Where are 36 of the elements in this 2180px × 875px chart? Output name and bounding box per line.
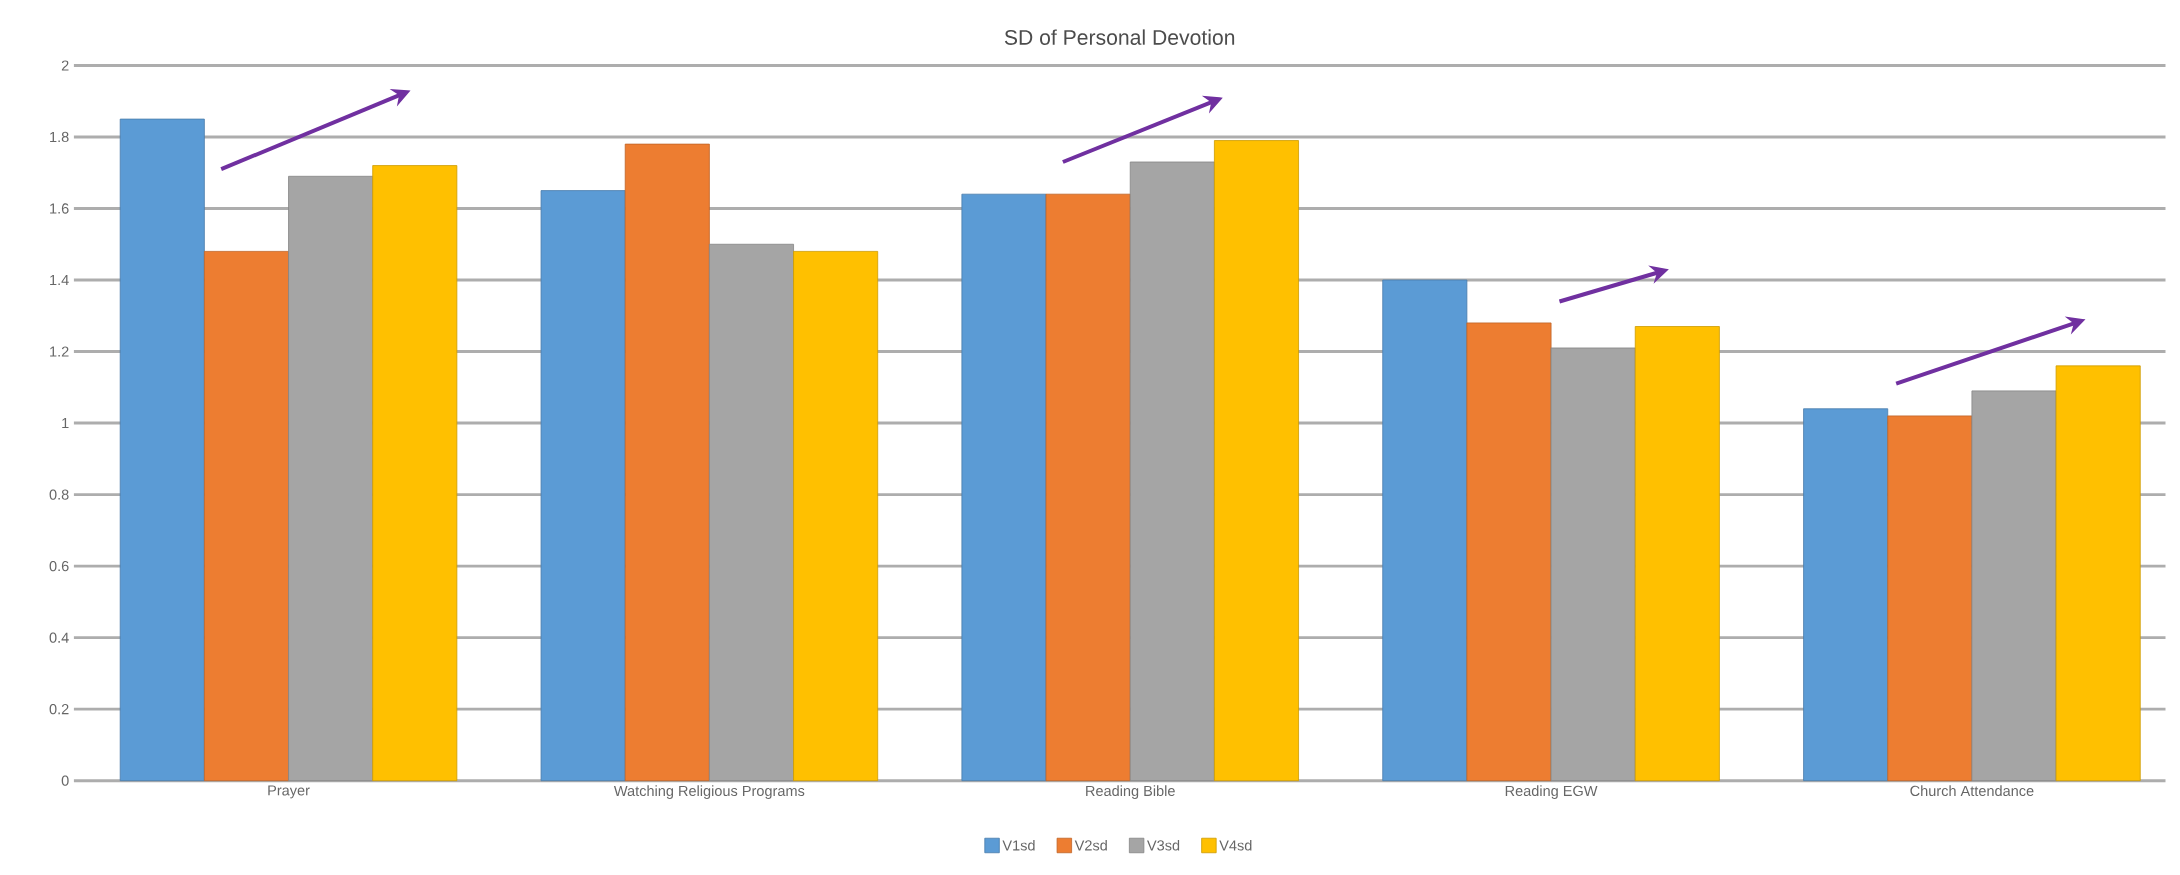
bar (1803, 408, 1889, 782)
y-tick-label: 0 (61, 775, 69, 787)
bar (1887, 415, 1973, 782)
x-tick-label: Reading EGW (1505, 785, 1598, 800)
x-tick-label: Reading Bible (1086, 785, 1175, 800)
y-tick-label: 0.2 (49, 704, 69, 715)
bar (1213, 140, 1299, 782)
bar (540, 190, 626, 782)
legend-label: V1sd (1002, 840, 1035, 851)
bar (624, 143, 710, 782)
y-tick-label: 1.4 (50, 275, 69, 286)
bar (1466, 322, 1552, 782)
bar (1634, 326, 1720, 782)
bar (119, 118, 205, 782)
y-tick-label: 1.8 (50, 132, 69, 143)
legend-label: V3sd (1147, 840, 1180, 851)
chart-title: SD of Personal Devotion (1004, 29, 1235, 46)
y-tick-label: 1 (62, 418, 69, 429)
bar (961, 194, 1047, 782)
bar (1045, 194, 1131, 782)
bar (793, 251, 879, 782)
x-tick-label: Watching Religious Programs (613, 785, 805, 800)
legend-label: V4sd (1219, 840, 1252, 851)
y-tick-label: 2 (61, 60, 69, 71)
y-tick-label: 0.4 (49, 632, 69, 644)
bar (372, 165, 458, 782)
y-tick-label: 1.6 (50, 203, 69, 214)
bar (203, 251, 289, 782)
x-tick-label: Church Attendance (1910, 785, 2034, 797)
bar (1382, 279, 1468, 782)
legend-label: V2sd (1074, 840, 1107, 851)
y-tick-label: 0.8 (49, 489, 69, 500)
y-tick-label: 0.6 (49, 561, 69, 572)
x-tick-label: Prayer (268, 785, 310, 799)
bar (2055, 365, 2141, 782)
y-tick-label: 1.2 (50, 346, 69, 357)
